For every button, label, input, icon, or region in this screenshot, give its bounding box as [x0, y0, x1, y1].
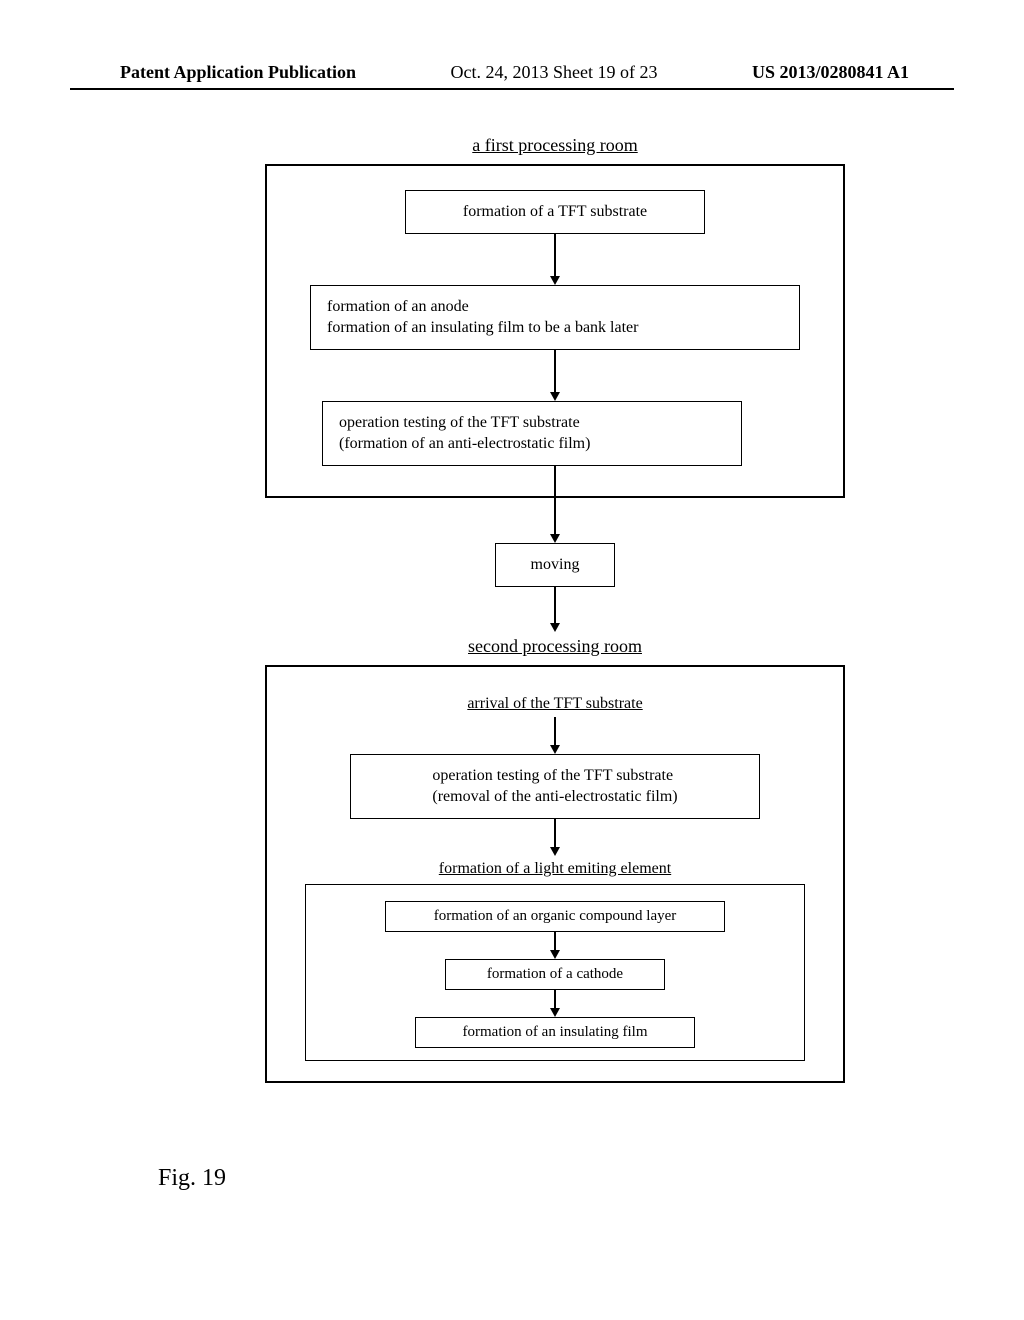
room1-step-2-text: formation of an anode formation of an in…: [327, 298, 638, 337]
room1-step-1-text: formation of a TFT substrate: [463, 203, 647, 220]
page-header: Patent Application Publication Oct. 24, …: [0, 62, 1024, 83]
room1-step-3: operation testing of the TFT substrate (…: [322, 401, 742, 466]
inner-step-2: formation of a cathode: [445, 959, 665, 990]
moving-text: moving: [531, 556, 580, 573]
light-emitting-subprocess: formation of an organic compound layer f…: [305, 884, 805, 1061]
arrow-head-icon: [550, 1008, 560, 1017]
arrow: [554, 234, 556, 276]
room2-title: second processing room: [265, 636, 845, 657]
arrow: [554, 466, 556, 496]
arrow: [554, 990, 556, 1008]
arrow-head-icon: [550, 623, 560, 632]
inner-step-1: formation of an organic compound layer: [385, 901, 725, 932]
arrow: [554, 717, 556, 745]
inner-step-3-text: formation of an insulating film: [463, 1024, 648, 1040]
figure-label: Fig. 19: [158, 1165, 226, 1192]
room1-title: a first processing room: [265, 135, 845, 156]
header-patent-number: US 2013/0280841 A1: [752, 62, 909, 83]
room1-step-3-text: operation testing of the TFT substrate (…: [339, 414, 590, 453]
room1-step-1: formation of a TFT substrate: [405, 190, 705, 234]
room2-test-step: operation testing of the TFT substrate (…: [350, 754, 760, 819]
moving-step: moving: [495, 543, 615, 587]
room2-arrival-title: arrival of the TFT substrate: [287, 695, 823, 713]
arrow: [554, 819, 556, 847]
room1-box: formation of a TFT substrate formation o…: [265, 164, 845, 498]
room1-step-2: formation of an anode formation of an in…: [310, 285, 800, 350]
arrow-head-icon: [550, 276, 560, 285]
inner-step-1-text: formation of an organic compound layer: [434, 908, 677, 924]
arrow-head-icon: [550, 534, 560, 543]
header-date-sheet: Oct. 24, 2013 Sheet 19 of 23: [451, 62, 658, 83]
arrow: [554, 498, 556, 534]
arrow: [554, 587, 556, 623]
header-publication: Patent Application Publication: [120, 62, 356, 83]
arrow: [554, 932, 556, 950]
inner-step-3: formation of an insulating film: [415, 1017, 695, 1048]
arrow: [554, 350, 556, 392]
header-rule: [70, 88, 954, 90]
room2-light-title: formation of a light emiting element: [287, 860, 823, 878]
arrow-head-icon: [550, 392, 560, 401]
arrow-head-icon: [550, 950, 560, 959]
room2-box: arrival of the TFT substrate operation t…: [265, 665, 845, 1083]
inner-step-2-text: formation of a cathode: [487, 966, 623, 982]
arrow-head-icon: [550, 745, 560, 754]
flowchart: a first processing room formation of a T…: [265, 135, 845, 1083]
arrow-head-icon: [550, 847, 560, 856]
room2-test-text: operation testing of the TFT substrate (…: [432, 765, 677, 808]
